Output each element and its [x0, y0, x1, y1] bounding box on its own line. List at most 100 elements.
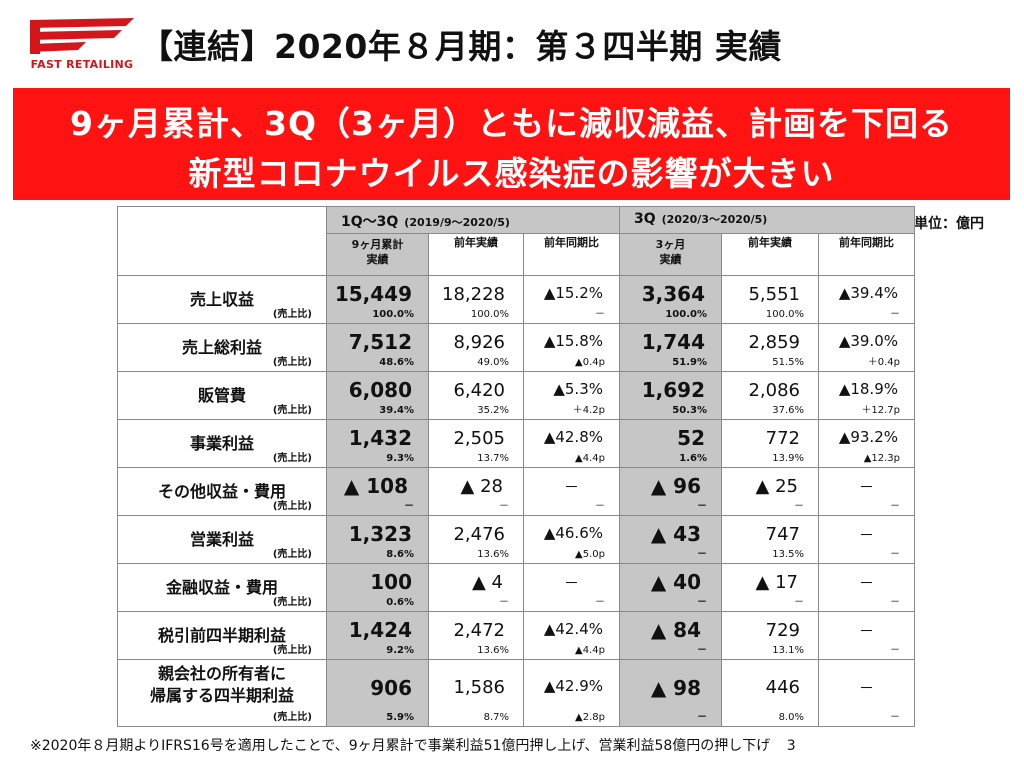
g2-yoy-cell: －－: [818, 611, 915, 660]
subheader-g1-prev: 前年実績: [428, 233, 524, 276]
g2-prev-ratio: 51.5%: [772, 357, 804, 368]
g1-prev-value: ▲ 28: [460, 476, 503, 497]
g1-yoy-value: －: [563, 478, 579, 496]
g1-actual-cell: 906 5.9%: [326, 659, 429, 727]
g1-yoy-value: ▲42.9%: [543, 677, 603, 695]
g1-actual-ratio: 39.4%: [379, 405, 414, 416]
ratio-label: (売上比): [272, 549, 312, 560]
table-row: 事業利益 (売上比) 1,432 9.3% 2,505 13.7% ▲42.8% ▲4.…: [117, 419, 915, 468]
g1-prev-ratio: 35.2%: [477, 405, 509, 416]
g2-actual-cell: ▲ 84 －: [619, 611, 722, 660]
ratio-label: (売上比): [272, 501, 312, 512]
g1-actual-cell: 6,080 39.4%: [326, 371, 429, 420]
g2-prev-cell: 446 8.0%: [721, 659, 819, 727]
g1-actual-value: 15,449: [334, 282, 412, 306]
g1-actual-cell: 1,424 9.2%: [326, 611, 429, 660]
g2-actual-value: 52: [677, 426, 705, 450]
row-label-cell: 金融収益・費用 (売上比): [117, 563, 327, 612]
g2-yoy-value: －: [858, 526, 874, 544]
g2-prev-value: ▲ 25: [755, 476, 798, 497]
table-row: 金融収益・費用 (売上比) 100 0.6% ▲ 4 － －－ ▲ 40 － ▲ 17 －…: [117, 563, 915, 612]
g1-actual-value: 1,432: [348, 426, 412, 450]
g1-actual-ratio: 9.3%: [386, 453, 414, 464]
g1-prev-cell: 8,926 49.0%: [428, 323, 524, 372]
row-label-cell: 営業利益 (売上比): [117, 515, 327, 564]
g1-actual-cell: 15,449 100.0%: [326, 275, 429, 324]
row-label: 金融収益・費用: [165, 578, 278, 597]
g1-yoy-value: ▲15.2%: [543, 284, 603, 302]
g1-prev-value: ▲ 4: [471, 572, 503, 593]
g2-actual-cell: 3,364 100.0%: [619, 275, 722, 324]
g1-prev-ratio: －: [499, 501, 509, 512]
table-row: 税引前四半期利益 (売上比) 1,424 9.2% 2,472 13.6% ▲42.4…: [117, 611, 915, 660]
g2-yoy-ratio: －: [890, 712, 900, 723]
g2-actual-value: 3,364: [641, 282, 705, 306]
g2-yoy-value: ▲39.0%: [838, 332, 898, 350]
g2-prev-value: 2,859: [748, 332, 800, 353]
logo-mark-icon: [30, 18, 134, 54]
row-label-cell: 事業利益 (売上比): [117, 419, 327, 468]
g1-yoy-value: ▲42.8%: [543, 428, 603, 446]
g2-actual-value: 1,744: [641, 330, 705, 354]
g2-prev-value: 772: [765, 428, 800, 449]
g1-yoy-ratio: ▲4.4p: [575, 453, 605, 464]
subheader-g1-actual-line1: 9ヶ月累計: [351, 238, 404, 251]
g2-yoy-value: －: [858, 478, 874, 496]
g2-yoy-ratio: －: [890, 309, 900, 320]
g2-yoy-ratio: ▲12.3p: [863, 453, 900, 464]
page-number: 3: [786, 738, 796, 754]
g2-yoy-cell: ▲18.9% ＋12.7p: [818, 371, 915, 420]
row-label-cell: 販管費 (売上比): [117, 371, 327, 420]
g2-actual-cell: 1,744 51.9%: [619, 323, 722, 372]
g1-prev-ratio: 13.6%: [477, 549, 509, 560]
ratio-label: (売上比): [272, 405, 312, 416]
table-row: 売上総利益 (売上比) 7,512 48.6% 8,926 49.0% ▲15.8% ▲…: [117, 323, 915, 372]
g2-prev-cell: 2,859 51.5%: [721, 323, 819, 372]
row-label: 営業利益: [189, 530, 254, 549]
g2-yoy-value: －: [858, 679, 874, 697]
group-header-3q: 3Q (2020/3～2020/5): [619, 206, 915, 234]
g1-yoy-value: －: [563, 574, 579, 592]
ratio-label: (売上比): [272, 597, 312, 608]
row-label: 売上総利益: [181, 338, 262, 357]
footnote: ※2020年８月期よりIFRS16号を適用したことで、9ヶ月累計で事業利益51億…: [30, 735, 796, 755]
subheader-g1-yoy: 前年同期比: [523, 233, 620, 276]
ratio-label: (売上比): [272, 357, 312, 368]
g2-prev-cell: ▲ 25 －: [721, 467, 819, 516]
g1-yoy-cell: ▲42.9% ▲2.8p: [523, 659, 620, 727]
subheader-g1-prev-label: 前年実績: [454, 236, 498, 249]
g1-actual-value: 100: [370, 570, 412, 594]
g2-actual-value: ▲ 96: [650, 474, 701, 498]
g2-yoy-ratio: ＋0.4p: [867, 357, 900, 368]
ratio-label: (売上比): [272, 453, 312, 464]
banner-line-1: 9ヶ月累計、3Q（3ヶ月）ともに減収減益、計画を下回る: [70, 104, 953, 143]
subheader-g2-actual-line2: 実績: [659, 253, 682, 266]
page-title: 【連結】2020年８月期：第３四半期 実績: [140, 27, 782, 66]
g2-yoy-cell: ▲39.4% －: [818, 275, 915, 324]
g1-actual-ratio: 9.2%: [386, 645, 414, 656]
fast-retailing-logo: FAST RETAILING: [26, 14, 138, 78]
g2-prev-cell: 729 13.1%: [721, 611, 819, 660]
g2-prev-ratio: －: [794, 501, 804, 512]
g1-prev-cell: 2,472 13.6%: [428, 611, 524, 660]
g2-prev-value: 446: [765, 677, 800, 698]
table-subheader-row: 9ヶ月累計 実績 前年実績 前年同期比 3ヶ月 実績 前年実績 前年同期比: [118, 233, 915, 276]
g1-prev-cell: ▲ 28 －: [428, 467, 524, 516]
g1-yoy-value: ▲5.3%: [553, 380, 603, 398]
g2-prev-cell: 772 13.9%: [721, 419, 819, 468]
row-label-cell: 売上総利益 (売上比): [117, 323, 327, 372]
g2-actual-value: ▲ 40: [650, 570, 701, 594]
g2-prev-value: 5,551: [748, 284, 800, 305]
subheader-g2-actual: 3ヶ月 実績: [619, 233, 722, 276]
g1-prev-value: 6,420: [453, 380, 505, 401]
g1-prev-ratio: 13.7%: [477, 453, 509, 464]
g1-actual-ratio: 5.9%: [386, 712, 414, 723]
g2-prev-ratio: 13.1%: [772, 645, 804, 656]
g1-yoy-ratio: ▲4.4p: [575, 645, 605, 656]
g1-yoy-cell: ▲15.2% －: [523, 275, 620, 324]
g2-actual-value: ▲ 84: [650, 618, 701, 642]
g2-yoy-value: ▲93.2%: [838, 428, 898, 446]
table-row: 売上収益 (売上比) 15,449 100.0% 18,228 100.0% ▲15.…: [117, 275, 915, 324]
group1-title: 1Q～3Q: [341, 214, 399, 230]
g2-actual-ratio: 50.3%: [672, 405, 707, 416]
